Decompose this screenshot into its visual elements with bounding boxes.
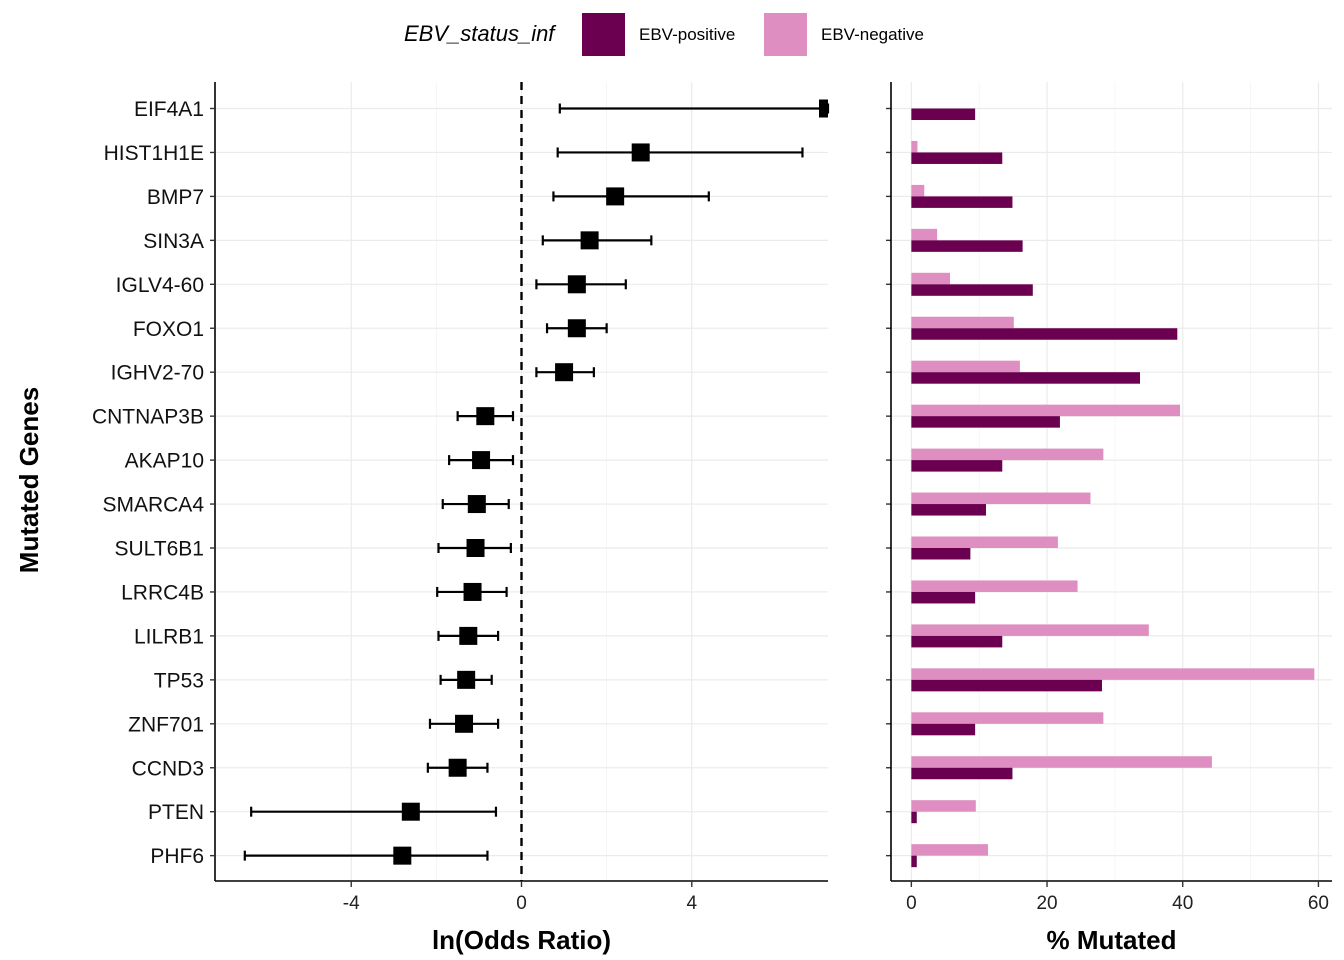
legend-key-ebv-positive [582,13,625,56]
point-iglv4-60 [567,275,586,294]
bar-ebv-positive-tp53 [911,679,1103,692]
y-tick-label-akap10: AKAP10 [125,450,204,473]
point-znf701 [455,714,474,733]
bar-ebv-positive-lilrb1 [911,635,1003,648]
bar-ebv-positive-cntnap3b [911,416,1060,428]
legend-title: EBV_status_inf [404,21,555,46]
point-tp53 [457,670,476,689]
y-tick-label-phf6: PHF6 [150,845,204,868]
bar-ebv-negative-ccnd3 [911,756,1212,768]
y-tick-label-tp53: TP53 [154,669,204,692]
legend-key-ebv-negative [764,13,807,56]
x-tick-label: -4 [343,893,360,914]
point-lilrb1 [459,626,478,645]
bar-ebv-negative-hist1h1e [911,140,918,153]
bar-ebv-negative-cntnap3b [911,404,1181,417]
bar-ebv-positive-pten [911,811,917,824]
bar-ebv-positive-phf6 [911,855,917,868]
point-foxo1 [567,319,586,338]
point-ccnd3 [448,758,467,777]
point-eif4a1 [819,99,828,118]
x-tick-label: 0 [906,893,917,914]
y-tick-label-znf701: ZNF701 [128,713,204,736]
bar-ebv-negative-phf6 [911,844,989,856]
bar-ebv-negative-smarca4 [911,492,1091,505]
bar-ebv-positive-iglv4-60 [911,284,1033,296]
point-phf6 [393,846,412,865]
bar-ebv-negative-sin3a [911,228,938,241]
y-tick-label-hist1h1e: HIST1H1E [104,142,204,165]
point-bmp7 [606,187,625,206]
bar-ebv-positive-akap10 [911,460,1003,472]
bar-ebv-negative-iglv4-60 [911,272,951,285]
bar-ebv-positive-smarca4 [911,504,986,516]
x-tick-label: 0 [516,893,527,914]
bar-ebv-negative-lrrc4b [911,580,1078,592]
point-akap10 [472,451,491,470]
bar-ebv-negative-tp53 [911,668,1315,680]
point-pten [401,802,420,821]
bar-ebv-negative-ighv2-70 [911,360,1020,373]
point-lrrc4b [463,582,482,601]
y-tick-label-iglv4-60: IGLV4-60 [116,274,204,297]
forest-x-axis-title: ln(Odds Ratio) [432,925,611,955]
y-tick-label-sin3a: SIN3A [143,230,204,253]
y-axis-title: Mutated Genes [14,387,44,573]
bar-ebv-negative-lilrb1 [911,624,1149,636]
y-tick-label-eif4a1: EIF4A1 [134,98,204,121]
bar-ebv-positive-ighv2-70 [911,372,1140,384]
y-tick-label-bmp7: BMP7 [147,186,204,209]
point-ighv2-70 [555,363,574,382]
x-tick-label: 4 [686,893,697,914]
legend: EBV_status_inf EBV-positive EBV-negative [0,0,1344,72]
y-tick-label-cntnap3b: CNTNAP3B [92,406,204,429]
bar-ebv-positive-bmp7 [911,196,1013,208]
point-hist1h1e [631,143,650,162]
bar-ebv-positive-foxo1 [911,328,1178,340]
point-sult6b1 [466,539,485,557]
bar-ebv-positive-sin3a [911,240,1023,252]
point-smarca4 [467,495,486,514]
y-tick-label-lrrc4b: LRRC4B [121,581,204,604]
bar-ebv-positive-hist1h1e [911,152,1003,164]
x-tick-label: 40 [1172,893,1193,914]
bar-ebv-positive-ccnd3 [911,767,1013,780]
bar-ebv-negative-bmp7 [911,184,925,197]
bar-ebv-negative-akap10 [911,448,1104,461]
bar-ebv-negative-sult6b1 [911,536,1058,548]
y-tick-label-smarca4: SMARCA4 [102,494,204,517]
bar-ebv-positive-znf701 [911,723,976,736]
point-sin3a [580,231,599,250]
point-cntnap3b [476,407,495,426]
forest-plot-panel: EIF4A1 HIST1H1E BMP7 SIN3A IGLV4-60 FOXO1 IGHV… [92,82,830,955]
bar-ebv-negative-znf701 [911,712,1104,724]
x-tick-label: 60 [1308,893,1329,914]
y-tick-label-lilrb1: LILRB1 [134,625,204,648]
y-tick-label-sult6b1: SULT6B1 [115,538,205,561]
mutation-bar-panel: 0 20 40 60 % Mutated [886,82,1332,955]
bar-x-axis-title: % Mutated [1047,925,1177,955]
bar-ebv-negative-foxo1 [911,316,1014,329]
bar-ebv-negative-pten [911,800,976,812]
legend-label-ebv-negative: EBV-negative [821,25,925,44]
bar-ebv-positive-sult6b1 [911,548,971,560]
bar-ebv-positive-lrrc4b [911,591,976,604]
x-tick-label: 20 [1036,893,1057,914]
y-tick-label-foxo1: FOXO1 [133,318,204,341]
y-tick-label-ighv2-70: IGHV2-70 [111,362,204,385]
y-tick-label-ccnd3: CCND3 [132,757,204,780]
legend-label-ebv-positive: EBV-positive [639,25,736,44]
bar-ebv-positive-eif4a1 [911,108,976,120]
y-tick-label-pten: PTEN [148,801,204,824]
